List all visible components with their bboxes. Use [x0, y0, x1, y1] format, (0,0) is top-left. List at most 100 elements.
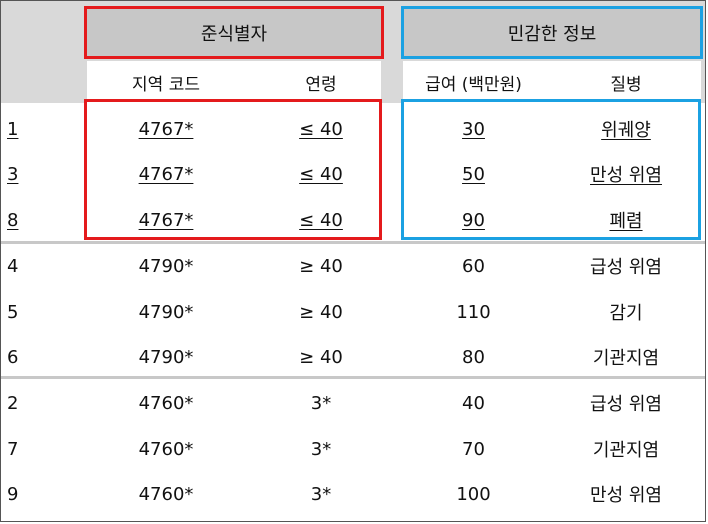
salary-cell: 110: [396, 289, 551, 335]
salary-cell: 90: [396, 197, 551, 243]
sensitive-subheader-bg: [403, 61, 701, 103]
salary-cell: 100: [396, 471, 551, 517]
disease-cell-text: 위궤양: [601, 120, 651, 141]
zip-code-cell-text: 4767*: [138, 163, 194, 185]
record-id: 6: [7, 334, 37, 380]
disease-cell-text: 만성 위염: [590, 165, 662, 186]
disease-cell-text: 기관지염: [592, 440, 660, 461]
table-row: 5 4790* ≥ 40 110 감기: [1, 289, 705, 335]
quasi-identifier-header: 준식별자: [87, 9, 381, 56]
zip-code-cell-text: 4790*: [138, 346, 194, 368]
age-cell-text: 3*: [310, 483, 332, 505]
zip-code-cell-text: 4760*: [138, 392, 194, 414]
table-row: 9 4760* 3* 100 만성 위염: [1, 471, 705, 517]
disease-cell-text: 급성 위염: [590, 257, 662, 278]
age-cell: ≥ 40: [246, 243, 396, 289]
salary-cell-text: 90: [462, 209, 485, 231]
record-id: 4: [7, 243, 37, 289]
salary-cell-text: 70: [462, 438, 485, 460]
zip-code-cell-text: 4760*: [138, 483, 194, 505]
sensitive-info-header: 민감한 정보: [403, 9, 701, 56]
record-id-text: 5: [7, 301, 19, 323]
age-cell: ≤ 40: [246, 151, 396, 197]
age-cell: 3*: [246, 471, 396, 517]
zip-code-cell: 4760*: [86, 471, 246, 517]
zip-code-cell: 4760*: [86, 426, 246, 472]
record-id: 5: [7, 289, 37, 335]
record-id-text: 1: [7, 118, 19, 140]
record-id-text: 8: [7, 209, 19, 231]
zip-code-cell-text: 4767*: [138, 118, 194, 140]
zip-code-cell: 4767*: [86, 106, 246, 152]
age-cell: 3*: [246, 380, 396, 426]
salary-cell: 60: [396, 243, 551, 289]
disease-cell-text: 급성 위염: [590, 394, 662, 415]
zip-code-cell: 4790*: [86, 243, 246, 289]
disease-cell: 기관지염: [551, 334, 701, 380]
table-row: 6 4790* ≥ 40 80 기관지염: [1, 334, 705, 380]
disease-cell: 기관지염: [551, 426, 701, 472]
disease-cell-text: 폐렴: [609, 211, 643, 232]
record-id: 3: [7, 151, 37, 197]
table-row: 8 4767* ≤ 40 90 폐렴: [1, 197, 705, 243]
disease-header: 질병: [610, 74, 642, 95]
age-cell-text: ≤ 40: [299, 163, 343, 185]
record-id: 2: [7, 380, 37, 426]
disease-cell: 만성 위염: [551, 151, 701, 197]
record-id: 1: [7, 106, 37, 152]
zip-code-cell: 4790*: [86, 289, 246, 335]
table-row: 2 4760* 3* 40 급성 위염: [1, 380, 705, 426]
salary-cell-text: 80: [462, 346, 485, 368]
record-id-text: 6: [7, 346, 19, 368]
zip-code-cell: 4760*: [86, 380, 246, 426]
disease-cell: 위궤양: [551, 106, 701, 152]
group-divider: [1, 376, 705, 379]
salary-cell: 50: [396, 151, 551, 197]
disease-cell: 감기: [551, 289, 701, 335]
age-cell: ≥ 40: [246, 334, 396, 380]
salary-header: 급여 (백만원): [425, 74, 522, 95]
salary-cell: 40: [396, 380, 551, 426]
disease-cell: 만성 위염: [551, 471, 701, 517]
age-cell-text: ≤ 40: [299, 118, 343, 140]
disease-cell: 급성 위염: [551, 243, 701, 289]
salary-cell-text: 30: [462, 118, 485, 140]
record-id-text: 7: [7, 438, 19, 460]
disease-cell-text: 감기: [609, 303, 643, 324]
record-id: 9: [7, 471, 37, 517]
disease-cell: 급성 위염: [551, 380, 701, 426]
age-header: 연령: [305, 74, 337, 95]
record-id-text: 4: [7, 255, 19, 277]
age-cell-text: 3*: [310, 438, 332, 460]
zip-code-cell: 4767*: [86, 197, 246, 243]
zip-code-header: 지역 코드: [132, 74, 200, 95]
zip-code-cell: 4767*: [86, 151, 246, 197]
record-id-text: 2: [7, 392, 19, 414]
age-cell: 3*: [246, 426, 396, 472]
salary-cell-text: 50: [462, 163, 485, 185]
group-divider: [1, 241, 705, 244]
salary-cell-text: 60: [462, 255, 485, 277]
zip-code-cell-text: 4760*: [138, 438, 194, 460]
zip-code-cell-text: 4790*: [138, 301, 194, 323]
disease-cell-text: 기관지염: [592, 348, 660, 369]
record-id: 7: [7, 426, 37, 472]
quasi-subheader-bg: [87, 61, 381, 103]
disease-cell-text: 만성 위염: [590, 485, 662, 506]
zip-code-cell: 4790*: [86, 334, 246, 380]
table-row: 7 4760* 3* 70 기관지염: [1, 426, 705, 472]
table-row: 4 4790* ≥ 40 60 급성 위염: [1, 243, 705, 289]
age-cell: ≥ 40: [246, 289, 396, 335]
age-cell-text: 3*: [310, 392, 332, 414]
zip-code-cell-text: 4790*: [138, 255, 194, 277]
zip-code-cell-text: 4767*: [138, 209, 194, 231]
salary-cell: 80: [396, 334, 551, 380]
age-cell-text: ≥ 40: [299, 255, 343, 277]
age-cell-text: ≥ 40: [299, 301, 343, 323]
salary-cell: 30: [396, 106, 551, 152]
salary-cell-text: 110: [456, 301, 491, 323]
record-id: 8: [7, 197, 37, 243]
table-row: 3 4767* ≤ 40 50 만성 위염: [1, 151, 705, 197]
age-cell-text: ≤ 40: [299, 209, 343, 231]
